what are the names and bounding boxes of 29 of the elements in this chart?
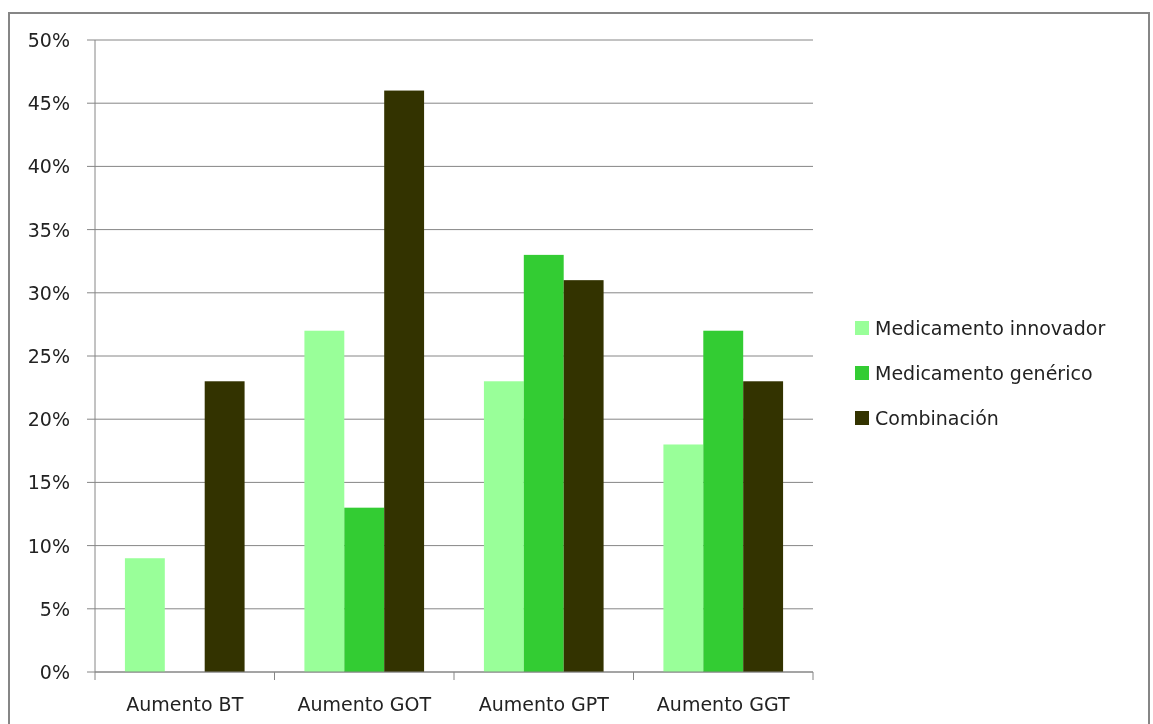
x-tick-label: Aumento GOT <box>297 693 432 715</box>
bar <box>663 444 704 672</box>
y-tick-label: 30% <box>27 281 70 304</box>
bar <box>344 507 385 672</box>
y-tick-label: 45% <box>27 92 70 115</box>
legend-label: Combinación <box>875 407 999 429</box>
y-tick-label: 20% <box>27 408 70 431</box>
x-tick-label: Aumento BT <box>126 693 244 715</box>
y-tick-label: 10% <box>27 534 70 557</box>
y-tick-label: 40% <box>27 155 70 178</box>
bar <box>124 558 165 672</box>
bar <box>304 330 345 672</box>
y-tick-label: 35% <box>27 218 70 241</box>
bar <box>483 381 524 672</box>
bar <box>743 381 784 672</box>
bar <box>204 381 245 672</box>
bar <box>703 330 744 672</box>
y-tick-label: 5% <box>39 597 70 620</box>
legend-label: Medicamento innovador <box>875 317 1106 339</box>
bar <box>563 280 604 672</box>
y-tick-label: 50% <box>27 29 70 51</box>
y-tick-label: 25% <box>27 345 70 367</box>
legend-label: Medicamento genérico <box>875 362 1093 384</box>
bar <box>523 254 564 672</box>
x-tick-label: Aumento GGT <box>656 693 791 715</box>
y-tick-label: 0% <box>39 661 70 683</box>
y-tick-label: 15% <box>27 471 70 494</box>
bar <box>384 90 425 672</box>
x-tick-label: Aumento GPT <box>478 693 610 715</box>
